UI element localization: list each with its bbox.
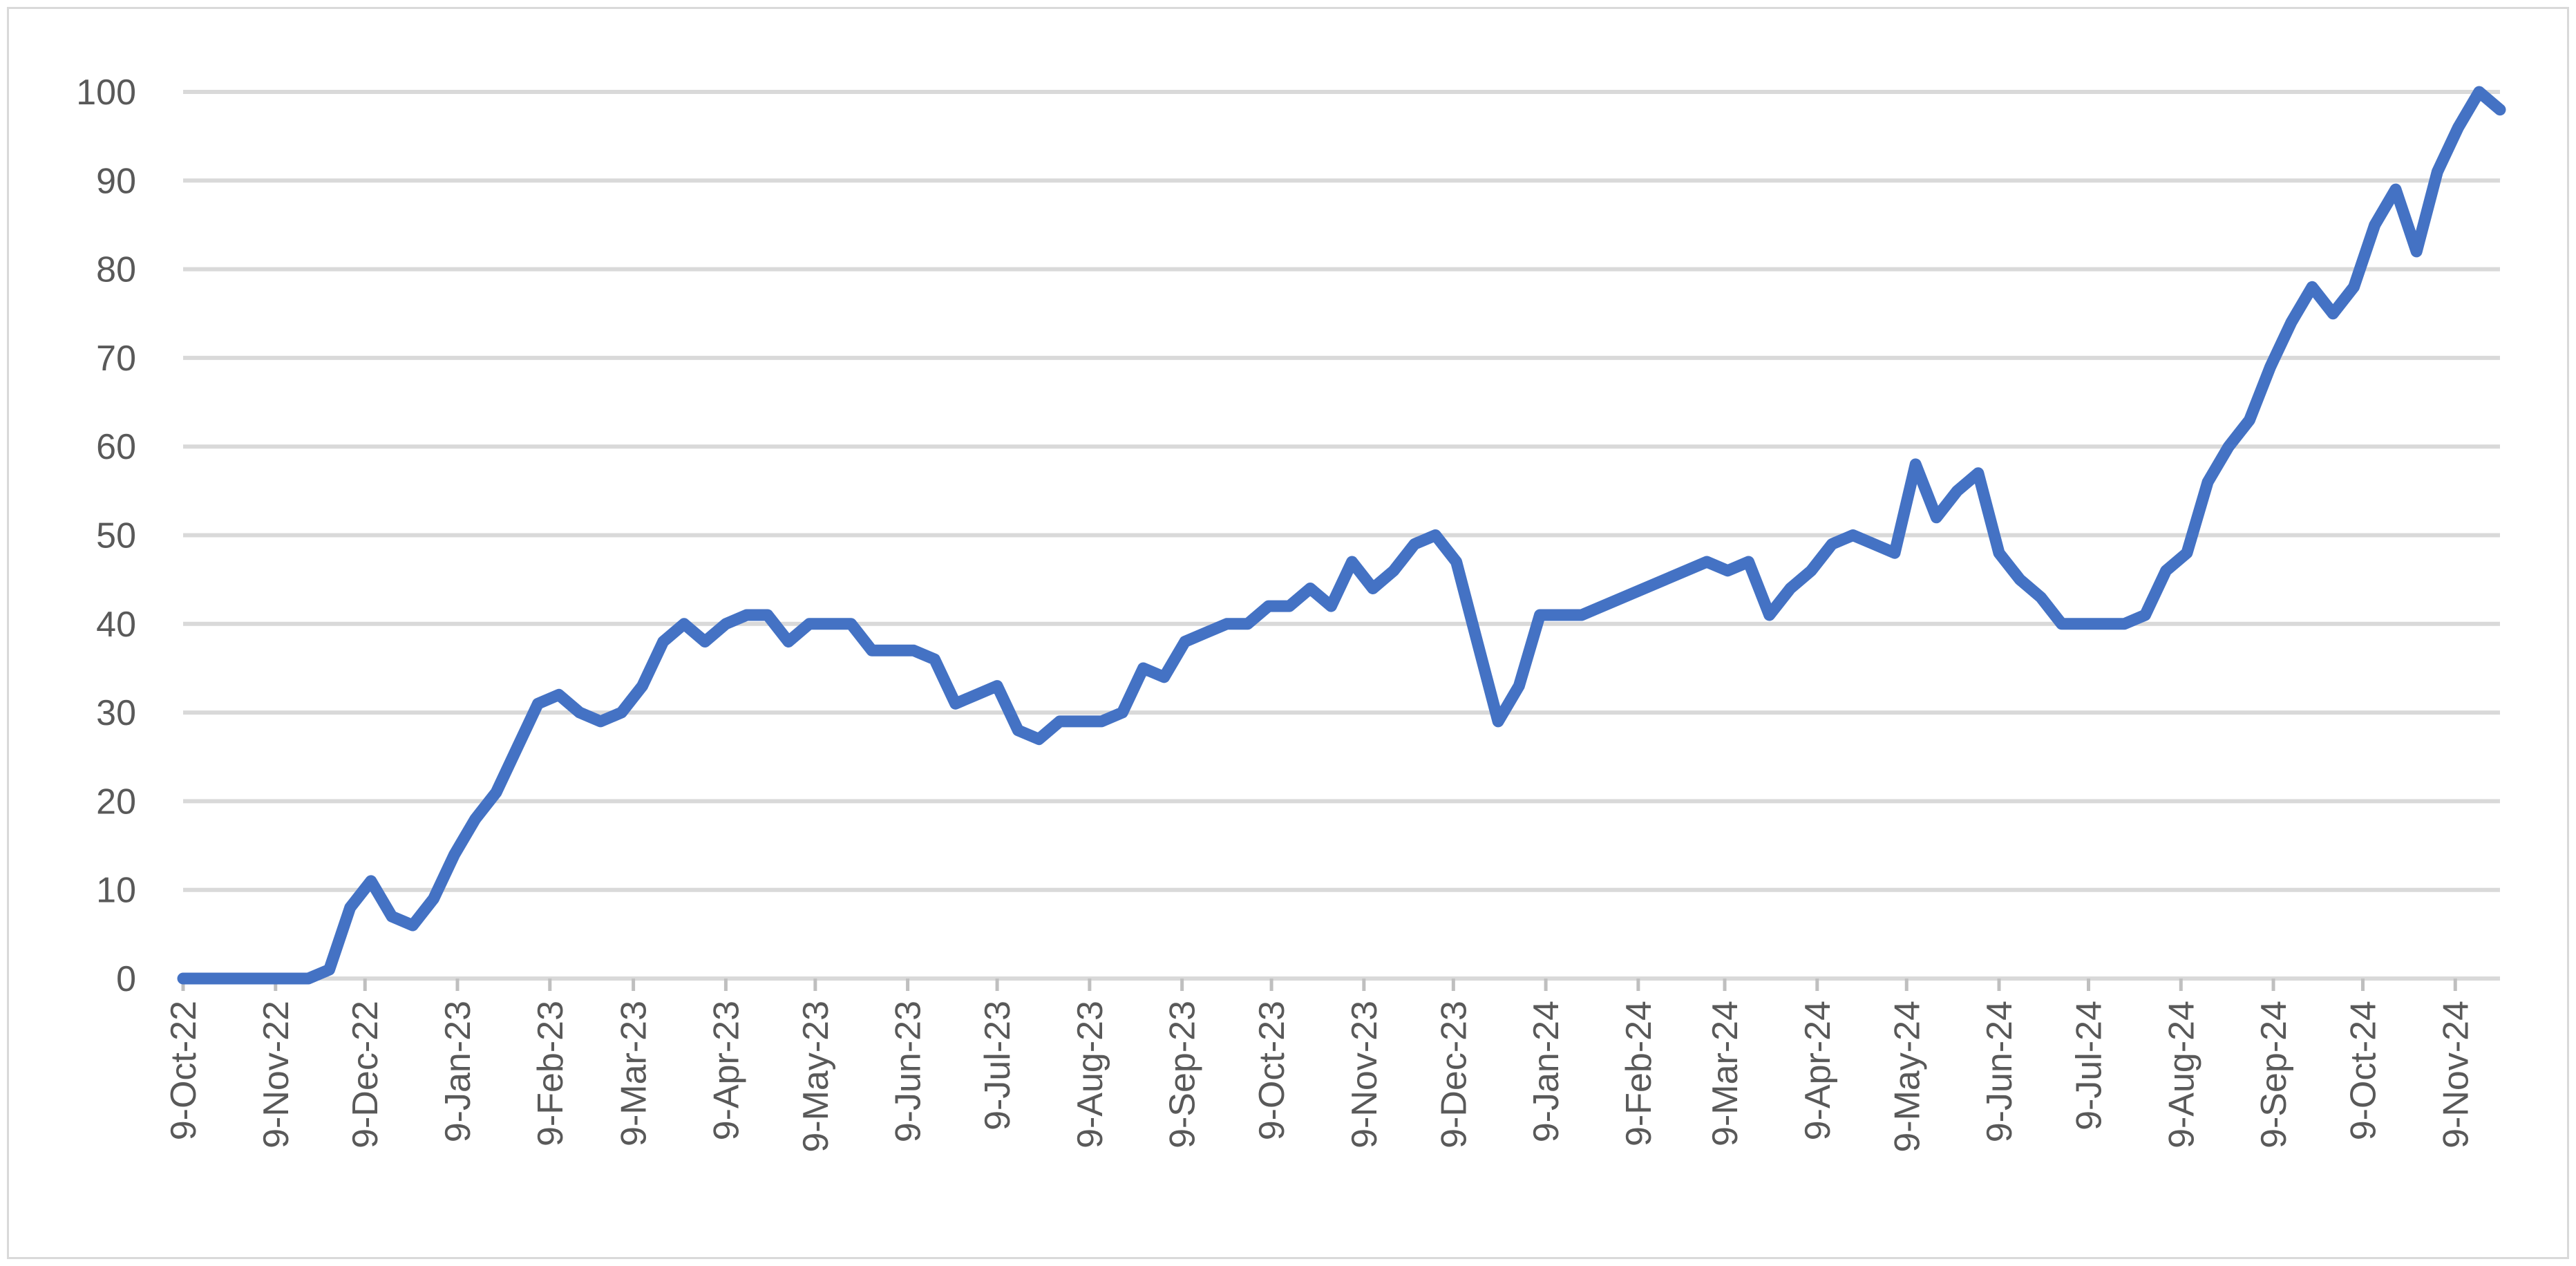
y-tick-label: 60 — [96, 427, 136, 467]
x-tick-label: 9-May-23 — [796, 1001, 836, 1153]
x-tick-label: 9-Apr-23 — [706, 1001, 746, 1140]
x-tick-label: 9-Nov-23 — [1345, 1001, 1385, 1149]
x-tick-label: 9-Jun-23 — [889, 1001, 929, 1142]
x-tick-label: 9-Nov-22 — [256, 1001, 296, 1149]
x-tick-label: 9-Aug-24 — [2161, 1001, 2201, 1149]
x-tick-label: 9-Dec-22 — [345, 1001, 386, 1149]
x-tick-label: 9-Oct-22 — [164, 1001, 204, 1140]
y-tick-label: 90 — [96, 161, 136, 201]
x-tick-label: 9-Jan-23 — [438, 1001, 478, 1142]
x-tick-label: 9-Feb-23 — [531, 1001, 571, 1146]
x-tick-label: 9-Mar-23 — [614, 1001, 654, 1146]
y-tick-label: 70 — [96, 339, 136, 379]
x-tick-label: 9-Nov-24 — [2436, 1001, 2476, 1149]
x-tick-label: 9-Sep-24 — [2254, 1001, 2294, 1149]
x-tick-label: 9-May-24 — [1887, 1001, 1927, 1153]
series-line-0 — [177, 86, 2506, 985]
x-axis: 9-Oct-22 9-Nov-22 9-Dec-22 9-Jan-23 9-Feb-23… — [164, 976, 2500, 1153]
y-tick-label: 50 — [96, 516, 136, 556]
x-tick-label: 9-Jul-23 — [978, 1001, 1018, 1131]
y-tick-label: 40 — [96, 605, 136, 645]
y-tick-label: 100 — [76, 73, 136, 113]
x-tick-label: 9-Jan-24 — [1526, 1001, 1566, 1142]
x-tick-label: 9-Sep-23 — [1163, 1001, 1203, 1149]
x-tick-label: 9-Apr-24 — [1798, 1001, 1838, 1140]
y-tick-label: 20 — [96, 782, 136, 822]
x-tick-label: 9-Dec-23 — [1434, 1001, 1474, 1149]
y-tick-label: 10 — [96, 871, 136, 911]
x-tick-label: 9-Jul-24 — [2069, 1001, 2109, 1131]
y-tick-label: 0 — [116, 959, 136, 999]
gridlines — [183, 90, 2500, 892]
series-layer — [177, 86, 2506, 985]
x-tick-label: 9-Jun-24 — [1980, 1001, 2020, 1142]
x-tick-label: 9-Oct-24 — [2343, 1001, 2383, 1140]
chart-frame — [7, 7, 2569, 1259]
x-tick-label: 9-Mar-24 — [1705, 1001, 1745, 1146]
x-tick-label: 9-Feb-24 — [1619, 1001, 1659, 1146]
y-tick-label: 30 — [96, 693, 136, 733]
x-tick-label: 9-Aug-23 — [1070, 1001, 1110, 1149]
x-tick-label: 9-Oct-23 — [1252, 1001, 1292, 1140]
y-tick-label: 80 — [96, 250, 136, 290]
y-axis-tick-labels: 0 10 20 30 40 50 60 70 80 90 100 — [76, 73, 136, 999]
